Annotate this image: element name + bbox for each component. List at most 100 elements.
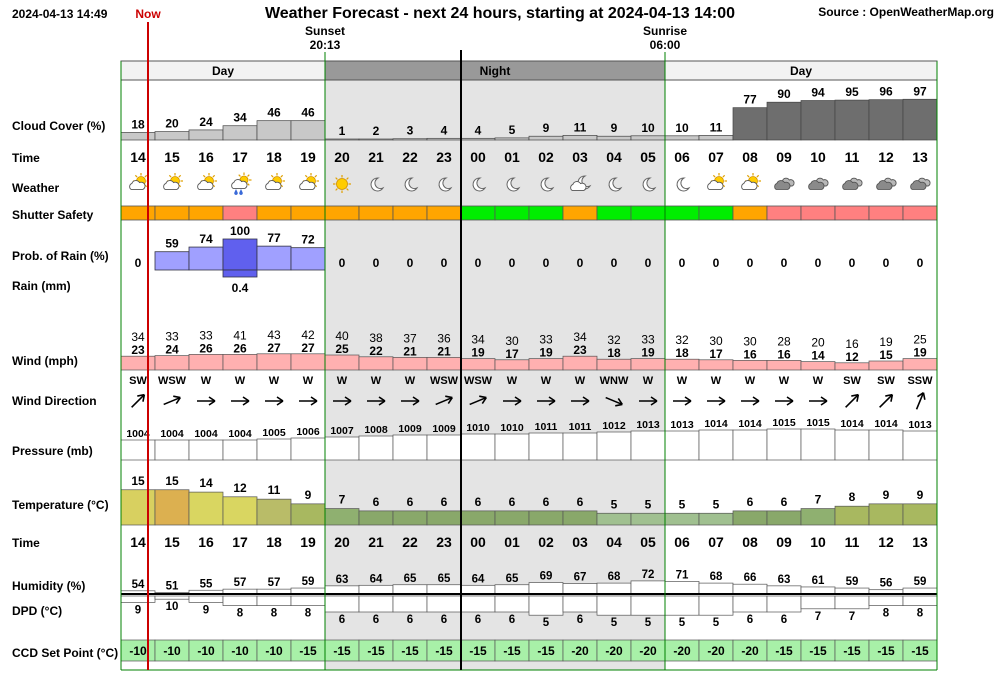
humidity-bar bbox=[324, 585, 360, 595]
wind-dir-label: W bbox=[269, 375, 280, 387]
cloud-bar bbox=[494, 137, 530, 141]
wind-dir-label: W bbox=[813, 375, 824, 387]
wind-dir-label: SSW bbox=[907, 375, 933, 387]
humidity-bar bbox=[698, 582, 734, 595]
partly-cloudy-day-icon bbox=[299, 173, 319, 190]
overcast-icon bbox=[842, 177, 863, 190]
hour-tick: 03 bbox=[572, 149, 588, 165]
shutter-orange-cell bbox=[562, 205, 598, 221]
dpd-value: 8 bbox=[917, 608, 924, 620]
wind-bar bbox=[392, 357, 428, 371]
wind-bar bbox=[120, 355, 156, 371]
hour-tick: 03 bbox=[572, 534, 588, 550]
wind-arrow-icon bbox=[401, 396, 420, 406]
cloud-value: 1 bbox=[339, 124, 346, 138]
rain-prob-bar bbox=[188, 246, 224, 271]
pressure-value: 1011 bbox=[569, 421, 592, 433]
wind-speed-value: 17 bbox=[709, 347, 723, 361]
wind-bar bbox=[596, 358, 632, 371]
wind-dir-label: W bbox=[337, 375, 348, 387]
wind-speed-value: 23 bbox=[131, 343, 145, 357]
wind-dir-label: WNW bbox=[600, 375, 629, 387]
temperature-bar bbox=[630, 512, 666, 526]
shutter-orange-cell bbox=[290, 205, 326, 221]
ccd-value: -15 bbox=[333, 644, 351, 658]
hour-tick: 22 bbox=[402, 534, 418, 550]
wind-speed-value: 17 bbox=[505, 347, 519, 361]
wind-arrow-icon bbox=[639, 396, 658, 406]
shutter-orange-cell bbox=[154, 205, 190, 221]
shutter-green-cell bbox=[460, 205, 496, 221]
row-label-time2: Time bbox=[12, 536, 40, 550]
pressure-cell bbox=[358, 435, 394, 461]
wind-gust-value: 19 bbox=[879, 335, 893, 349]
hour-tick: 19 bbox=[300, 534, 316, 550]
pressure-value: 1015 bbox=[806, 417, 830, 429]
wind-arrow-icon bbox=[231, 396, 250, 406]
pressure-cell bbox=[868, 429, 904, 461]
wind-bar bbox=[426, 357, 462, 371]
shutter-red-cell bbox=[222, 205, 258, 221]
temperature-value: 6 bbox=[475, 495, 482, 509]
ccd-value: -15 bbox=[299, 644, 317, 658]
dpd-bar bbox=[392, 595, 428, 613]
wind-dir-label: W bbox=[711, 375, 722, 387]
humidity-bar bbox=[596, 582, 632, 595]
humidity-value: 57 bbox=[268, 577, 281, 589]
temperature-value: 9 bbox=[917, 488, 924, 502]
wind-arrow-icon bbox=[741, 396, 760, 406]
humidity-bar bbox=[358, 584, 394, 595]
dpd-value: 6 bbox=[407, 614, 413, 626]
cloud-bar bbox=[834, 99, 870, 141]
cloud-bar bbox=[664, 135, 700, 141]
temperature-bar bbox=[562, 510, 598, 526]
wind-speed-value: 27 bbox=[267, 341, 281, 355]
humidity-bar bbox=[800, 586, 836, 595]
humidity-value: 63 bbox=[336, 574, 349, 586]
sun-event-label: Sunset bbox=[305, 24, 345, 38]
cloud-value: 77 bbox=[743, 93, 757, 107]
dpd-bar bbox=[460, 595, 496, 613]
wind-speed-value: 22 bbox=[369, 344, 383, 358]
wind-bar bbox=[766, 360, 802, 371]
hour-tick: 01 bbox=[504, 534, 520, 550]
row-label-shutter: Shutter Safety bbox=[12, 208, 94, 222]
wind-dir-label: SW bbox=[843, 375, 861, 387]
humidity-value: 51 bbox=[166, 580, 179, 592]
pressure-cell bbox=[562, 432, 598, 461]
temperature-value: 6 bbox=[747, 495, 754, 509]
cloud-value: 96 bbox=[879, 85, 893, 99]
wind-speed-value: 18 bbox=[607, 346, 621, 360]
wind-speed-value: 18 bbox=[675, 346, 689, 360]
row-label-rain_prob: Prob. of Rain (%) bbox=[12, 249, 109, 263]
row-label-rain_mm: Rain (mm) bbox=[12, 279, 71, 293]
temperature-value: 5 bbox=[679, 497, 686, 511]
temperature-bar bbox=[528, 510, 564, 526]
temperature-value: 7 bbox=[815, 493, 822, 507]
ccd-value: -10 bbox=[231, 644, 249, 658]
pressure-value: 1004 bbox=[228, 428, 252, 440]
pressure-value: 1013 bbox=[908, 419, 932, 431]
wind-speed-value: 25 bbox=[335, 342, 349, 356]
ccd-value: -15 bbox=[843, 644, 861, 658]
row-label-wind_dir: Wind Direction bbox=[12, 394, 97, 408]
rain-prob-value: 0 bbox=[849, 256, 856, 270]
pressure-cell bbox=[834, 429, 870, 461]
wind-dir-label: SW bbox=[129, 375, 147, 387]
wind-bar bbox=[868, 360, 904, 371]
wind-bar bbox=[290, 353, 326, 371]
humidity-value: 68 bbox=[608, 571, 621, 583]
wind-bar bbox=[562, 355, 598, 371]
cloud-bar bbox=[290, 120, 326, 141]
pressure-cell bbox=[290, 437, 326, 461]
wind-bar bbox=[630, 358, 666, 371]
wind-speed-value: 15 bbox=[879, 348, 893, 362]
hour-tick: 04 bbox=[606, 534, 622, 550]
hour-tick: 10 bbox=[810, 149, 826, 165]
row-label-temperature: Temperature (°C) bbox=[12, 498, 109, 512]
wind-gust-value: 32 bbox=[607, 333, 621, 347]
sun-event-time: 06:00 bbox=[650, 38, 681, 52]
cloud-bar bbox=[596, 135, 632, 141]
rain-prob-value: 59 bbox=[165, 237, 179, 251]
dpd-value: 6 bbox=[509, 614, 515, 626]
